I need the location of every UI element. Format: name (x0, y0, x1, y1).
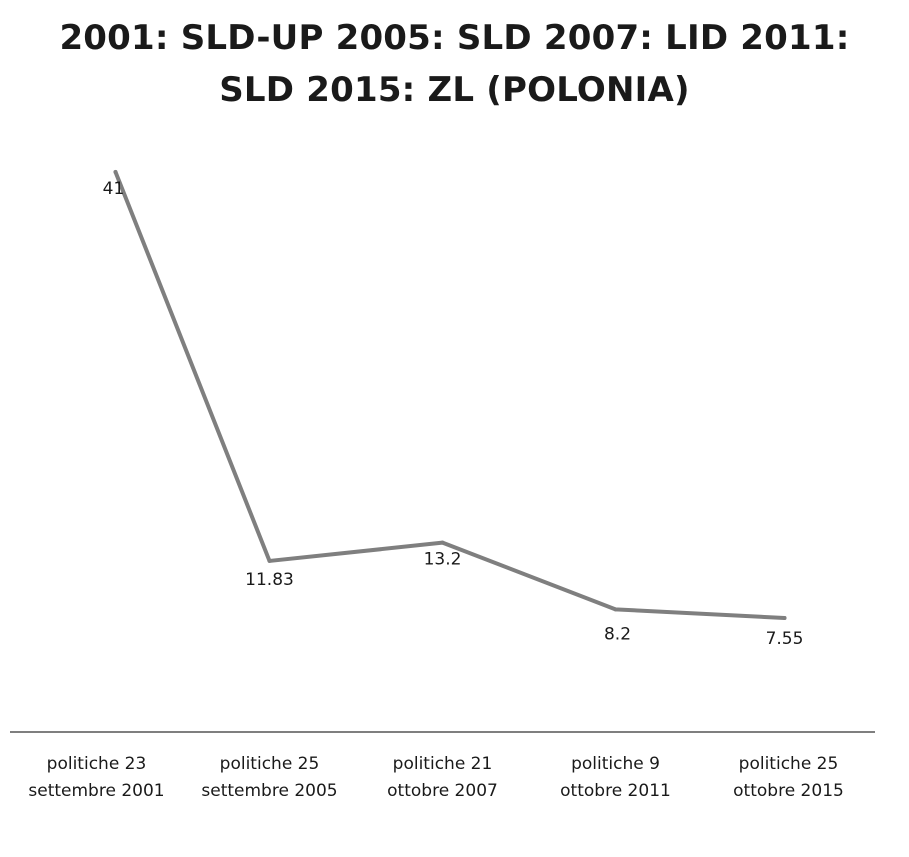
x-tick-label-line: politiche 9 (571, 754, 660, 774)
data-point (267, 558, 272, 563)
x-tick-label: politiche 25 ottobre 2015 (733, 754, 844, 801)
x-tick-label-group: politiche 23 settembre 2001 politiche 25 se… (28, 754, 843, 801)
data-point (613, 607, 618, 612)
x-tick-label-line: ottobre 2011 (560, 781, 671, 801)
x-tick-label: politiche 23 settembre 2001 (28, 754, 164, 801)
data-point (782, 616, 787, 620)
x-tick-label-line: ottobre 2015 (733, 781, 844, 801)
data-label: 7.55 (766, 629, 804, 649)
x-tick-label-line: politiche 23 (47, 754, 147, 774)
x-tick-label: politiche 9 ottobre 2011 (560, 754, 671, 801)
data-label: 41 (103, 179, 125, 199)
chart-title: 2001: SLD-UP 2005: SLD 2007: LID 2011: S… (0, 12, 909, 116)
x-tick-label-line: politiche 25 (739, 754, 839, 774)
chart-title-line-2: SLD 2015: ZL (POLONIA) (219, 70, 690, 110)
data-point (113, 170, 118, 174)
data-label: 8.2 (604, 624, 631, 644)
chart-title-line-1: 2001: SLD-UP 2005: SLD 2007: LID 2011: (59, 18, 850, 58)
series-line-group (113, 170, 787, 620)
x-tick-label-line: settembre 2001 (28, 781, 164, 801)
x-tick-label-line: ottobre 2007 (387, 781, 498, 801)
data-point (440, 540, 445, 545)
data-label: 13.2 (424, 550, 462, 570)
data-label: 11.83 (245, 570, 294, 590)
x-tick-label: politiche 21 ottobre 2007 (387, 754, 498, 801)
x-tick-label-line: politiche 21 (393, 754, 493, 774)
data-label-group: 41 11.83 13.2 8.2 7.55 (103, 179, 804, 649)
x-tick-label-line: settembre 2005 (201, 781, 337, 801)
x-tick-label-line: politiche 25 (220, 754, 320, 774)
x-tick-label: politiche 25 settembre 2005 (201, 754, 337, 801)
